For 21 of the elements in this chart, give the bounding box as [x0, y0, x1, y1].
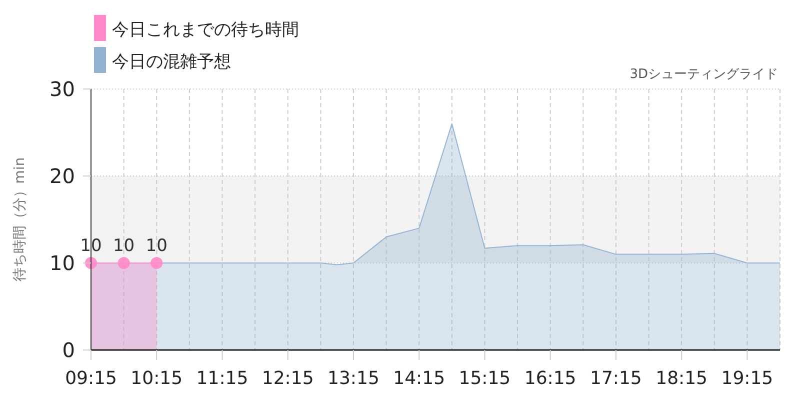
y-tick-label: 0	[62, 338, 75, 362]
data-label: 10	[112, 236, 135, 256]
legend-label: 今日これまでの待ち時間	[112, 20, 299, 40]
data-label: 10	[146, 236, 168, 256]
x-tick-label: 09:15	[65, 368, 117, 389]
x-tick-label: 15:15	[458, 368, 511, 389]
x-tick-label: 17:15	[590, 368, 642, 389]
x-tick-label: 18:15	[656, 368, 708, 389]
legend-label: 今日の混雑予想	[112, 52, 231, 72]
y-tick-label: 20	[50, 164, 75, 188]
x-tick-label: 14:15	[393, 368, 446, 389]
x-tick-label: 12:15	[262, 368, 314, 389]
x-tick-label: 16:15	[524, 368, 576, 389]
y-tick-label: 10	[50, 251, 75, 275]
x-tick-label: 10:15	[130, 368, 183, 389]
y-axis-title: 待ち時間（分）min	[12, 157, 28, 282]
x-tick-label: 11:15	[196, 368, 248, 389]
text: 3Dシューティングライド	[630, 67, 778, 82]
x-tick-label: 13:15	[328, 368, 380, 389]
y-tick-label: 30	[50, 77, 75, 101]
x-tick-label: 19:15	[721, 368, 774, 389]
